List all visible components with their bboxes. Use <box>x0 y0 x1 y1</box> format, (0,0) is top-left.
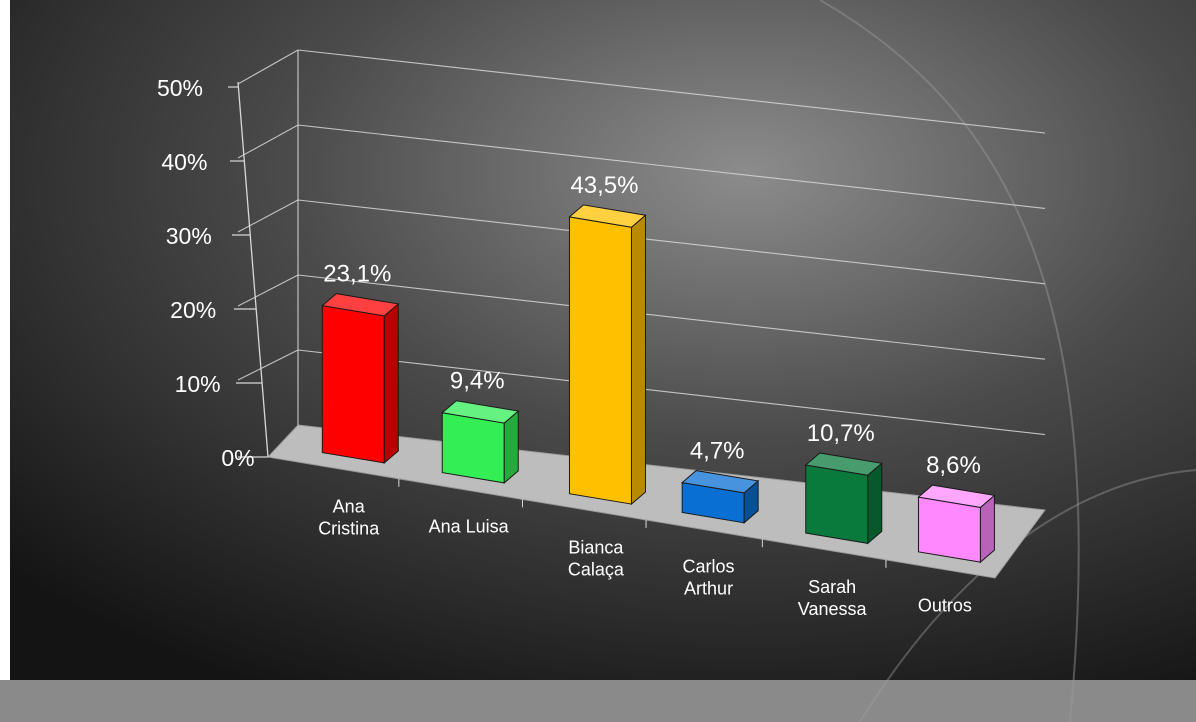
category-label: Ana Cristina <box>318 496 380 538</box>
bar <box>917 484 996 564</box>
y-tick-label: 10% <box>175 371 221 397</box>
bar-front-face <box>321 304 385 464</box>
y-axis-line <box>237 81 269 458</box>
category-label: Sarah Vanessa <box>798 577 868 619</box>
data-label: 4,7% <box>690 438 745 465</box>
category-label: Carlos Arthur <box>683 556 735 598</box>
bar-top-face <box>681 470 760 494</box>
gridline <box>297 124 1046 209</box>
y-tick-label: 20% <box>170 297 216 323</box>
gridline <box>237 199 299 233</box>
y-tick-label: 40% <box>161 149 207 175</box>
y-tick-label: 0% <box>221 445 254 471</box>
decorative-arc <box>819 0 1080 722</box>
gridline <box>297 349 1046 436</box>
y-tick-label: 50% <box>157 75 203 101</box>
bar-side-face <box>867 462 883 545</box>
gridline <box>297 49 1046 134</box>
data-label: 43,5% <box>570 172 638 199</box>
bar-front-face <box>917 496 981 563</box>
bar <box>321 293 400 465</box>
bar <box>804 452 883 545</box>
bar-front-face <box>441 412 505 484</box>
category-label-line: Vanessa <box>798 599 868 619</box>
bar <box>568 204 647 506</box>
data-label: 9,4% <box>450 368 505 395</box>
category-label: Outros <box>918 596 972 616</box>
bottom-band <box>0 680 1196 722</box>
bar-top-face <box>441 400 520 424</box>
bar-top-face <box>804 452 883 476</box>
category-label: Bianca Calaça <box>568 538 625 580</box>
gridline <box>297 199 1046 285</box>
category-label-line: Outros <box>918 596 972 616</box>
gridline <box>237 274 299 307</box>
bar-front-face <box>805 464 869 544</box>
gridline <box>237 49 299 85</box>
bar-top-face <box>321 293 400 317</box>
gridline <box>237 349 299 381</box>
bar-top-face <box>917 484 996 508</box>
category-label-line: Calaça <box>568 560 625 580</box>
category-label-line: Carlos <box>683 556 735 576</box>
gridline <box>297 274 1046 360</box>
category-label-line: Ana Luisa <box>429 516 510 536</box>
category-label: Ana Luisa <box>429 516 510 536</box>
category-label-line: Cristina <box>318 518 380 538</box>
bar-front-face <box>568 216 632 505</box>
data-label: 10,7% <box>807 420 875 447</box>
category-label-line: Bianca <box>568 538 624 558</box>
bar <box>681 470 760 524</box>
category-label-line: Arthur <box>684 578 733 598</box>
category-label-line: Ana <box>333 496 366 516</box>
gridline <box>237 124 299 159</box>
bar-top-face <box>568 204 647 228</box>
y-tick-label: 30% <box>166 223 212 249</box>
category-label-line: Sarah <box>808 577 856 597</box>
data-label: 23,1% <box>323 261 391 288</box>
data-label: 8,6% <box>926 452 981 479</box>
bar <box>441 400 520 484</box>
bar-side-face <box>383 302 399 465</box>
bar-side-face <box>630 214 646 506</box>
